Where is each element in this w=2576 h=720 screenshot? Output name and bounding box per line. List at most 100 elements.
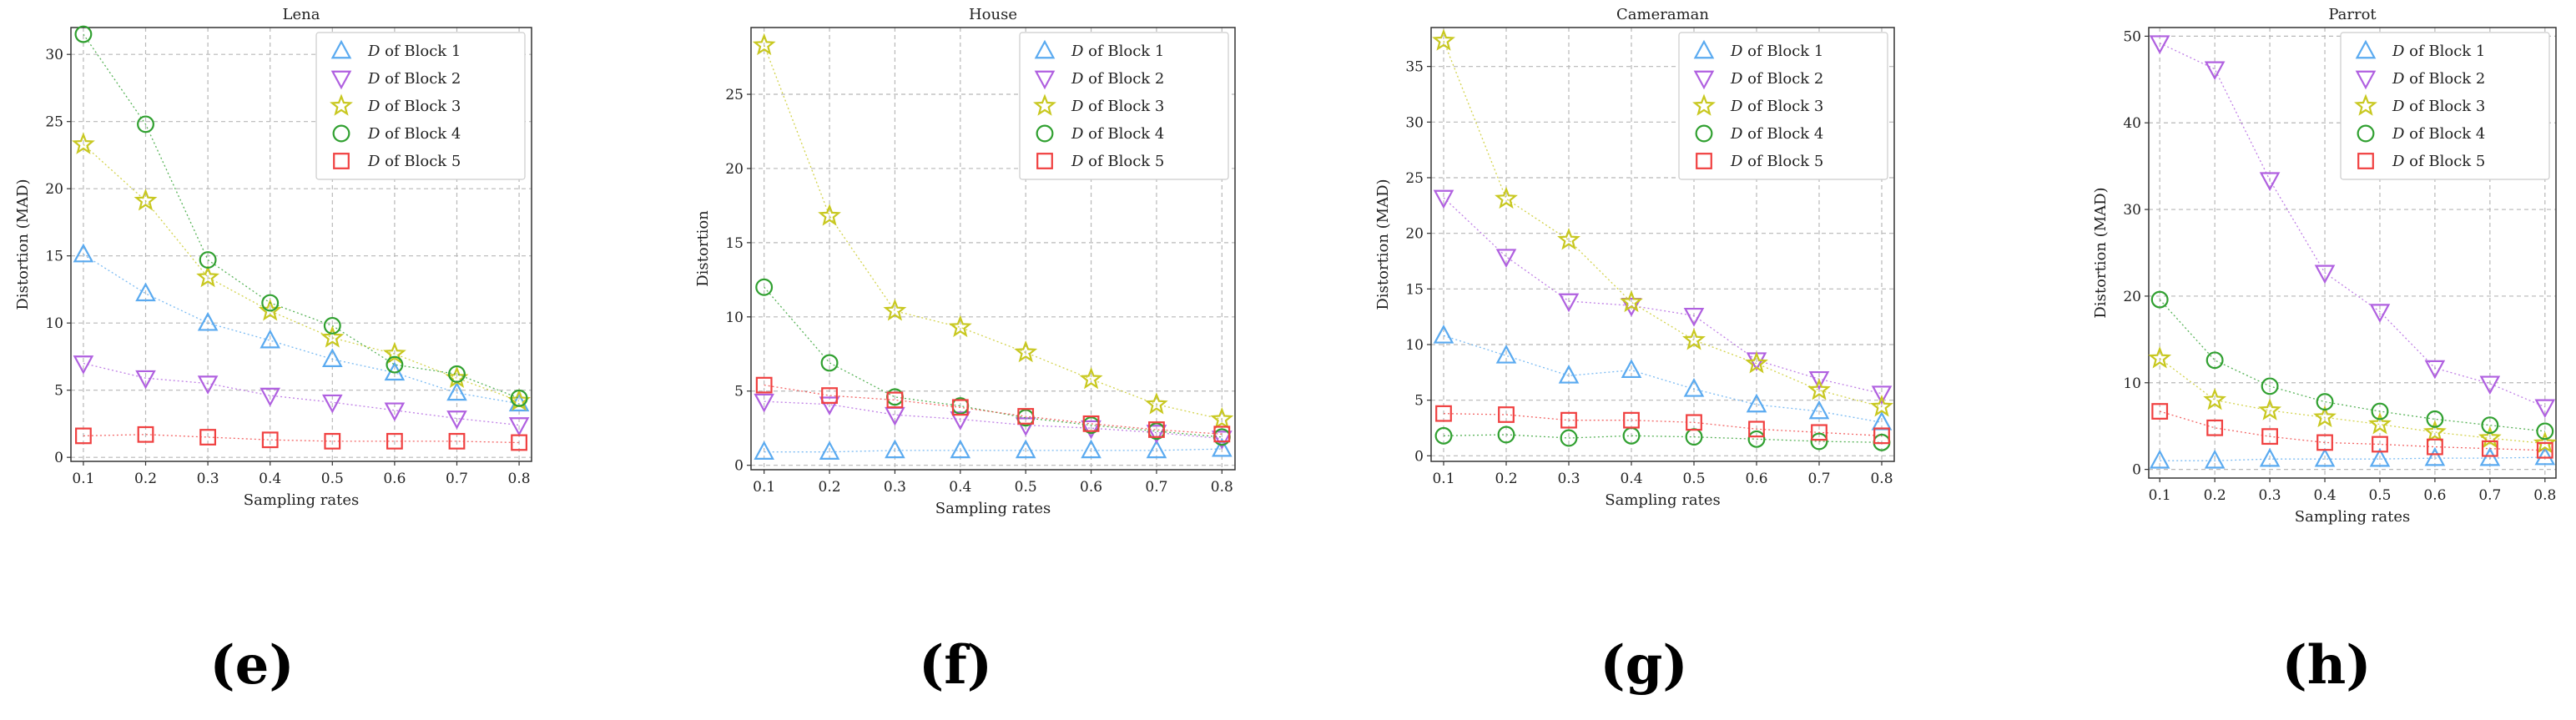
data-point-block-5 — [1811, 424, 1827, 441]
data-point-block-4 — [2536, 422, 2554, 441]
data-point-block-5 — [2427, 438, 2443, 456]
data-point-block-3 — [818, 204, 841, 226]
data-point-block-4 — [1747, 430, 1766, 448]
data-point-block-2 — [508, 417, 530, 436]
data-point-block-1 — [2534, 446, 2556, 466]
legend-marker-block-1 — [2355, 39, 2377, 59]
y-tick-label: 35 — [1405, 59, 1424, 76]
legend-entry-block-3: D of Block 3 — [367, 98, 461, 115]
data-point-block-5 — [137, 425, 154, 443]
data-point-block-3 — [1145, 392, 1168, 415]
y-tick-label: 30 — [1405, 114, 1424, 131]
x-tick-label: 0.2 — [134, 471, 157, 487]
series-line-block-4 — [2159, 299, 2545, 432]
x-tick-label: 0.7 — [1145, 479, 1167, 496]
legend-marker-block-1 — [330, 39, 352, 59]
data-point-block-5 — [1017, 408, 1035, 425]
data-point-block-3 — [1807, 378, 1831, 400]
x-axis-label: Sampling rates — [1605, 491, 1720, 509]
y-tick-label: 20 — [725, 161, 744, 178]
data-point-block-2 — [754, 393, 774, 413]
data-point-block-5 — [1560, 411, 1577, 429]
legend-entry-block-1: D of Block 1 — [1071, 43, 1164, 60]
x-tick-label: 0.5 — [321, 471, 344, 487]
data-point-block-5 — [1873, 427, 1890, 445]
x-tick-label: 0.2 — [2204, 487, 2226, 504]
data-point-block-3 — [1620, 290, 1643, 313]
y-tick-label: 5 — [734, 384, 744, 400]
legend-marker-block-4 — [332, 124, 350, 143]
data-point-block-3 — [382, 341, 406, 365]
chart-title: Parrot — [2328, 6, 2377, 23]
data-point-block-5 — [386, 432, 403, 450]
y-tick-label: 10 — [45, 315, 63, 332]
data-point-block-5 — [821, 387, 838, 404]
data-point-block-5 — [886, 391, 904, 409]
data-point-block-3 — [948, 315, 972, 338]
data-point-block-4 — [820, 354, 839, 372]
data-point-block-1 — [1621, 359, 1642, 379]
data-point-block-4 — [74, 25, 93, 43]
y-tick-label: 0 — [1414, 448, 1424, 465]
data-point-block-2 — [260, 387, 281, 407]
data-point-block-3 — [1870, 395, 1893, 417]
data-point-block-5 — [1623, 411, 1640, 429]
x-tick-label: 0.7 — [446, 471, 468, 487]
legend-entry-block-4: D of Block 4 — [367, 125, 461, 143]
legend-entry-block-5: D of Block 5 — [367, 153, 461, 170]
plot-frame — [750, 27, 1236, 471]
legend-marker-block-4 — [1036, 124, 1054, 143]
panel-label-f: (f) — [918, 634, 993, 697]
x-tick-label: 0.6 — [2423, 487, 2446, 504]
data-point-block-2 — [135, 370, 156, 390]
legend-marker-block-3 — [1033, 93, 1056, 116]
y-axis-label: Distortion (MAD) — [14, 179, 32, 310]
y-tick-label: 40 — [2123, 115, 2141, 132]
data-point-block-3 — [2313, 405, 2337, 428]
x-tick-label: 0.4 — [949, 479, 971, 496]
y-tick-label: 5 — [54, 383, 63, 400]
data-point-block-2 — [73, 355, 94, 375]
data-point-block-5 — [1435, 405, 1452, 422]
legend-box — [2340, 32, 2550, 180]
y-tick-label: 20 — [1405, 226, 1424, 243]
data-point-block-1 — [1495, 345, 1517, 364]
data-point-block-2 — [2149, 35, 2170, 54]
x-tick-label: 0.6 — [1745, 471, 1767, 487]
series-line-block-3 — [2159, 358, 2545, 445]
legend-marker-block-1 — [1034, 39, 1056, 59]
data-point-block-3 — [2203, 387, 2226, 410]
data-point-block-3 — [2368, 412, 2392, 435]
series-line-block-1 — [2160, 456, 2545, 461]
x-tick-label: 0.6 — [1080, 479, 1102, 496]
legend-entry-block-2: D of Block 2 — [1730, 70, 1823, 88]
x-tick-label: 0.1 — [2149, 487, 2171, 504]
data-point-block-1 — [260, 329, 281, 349]
data-point-block-3 — [1210, 406, 1234, 430]
series-line-block-1 — [1443, 335, 1883, 423]
series-line-block-1 — [83, 254, 520, 405]
legend-marker-block-5 — [333, 153, 350, 169]
legend-entry-block-4: D of Block 4 — [1730, 125, 1823, 143]
data-point-block-3 — [2258, 398, 2282, 420]
data-point-block-5 — [1148, 421, 1165, 438]
data-point-block-3 — [320, 325, 345, 348]
legend-marker-block-3 — [330, 93, 353, 116]
legend-entry-block-5: D of Block 5 — [1071, 153, 1164, 170]
data-point-block-4 — [755, 278, 774, 296]
data-point-block-4 — [1434, 426, 1453, 445]
y-tick-label: 15 — [45, 249, 63, 265]
data-point-block-1 — [2369, 447, 2391, 467]
series-line-block-5 — [764, 384, 1222, 435]
data-point-block-1 — [197, 311, 219, 331]
x-tick-label: 0.7 — [2478, 487, 2501, 504]
data-point-block-1 — [2204, 449, 2226, 469]
data-point-block-5 — [199, 429, 217, 446]
series-line-block-2 — [83, 362, 520, 426]
data-point-block-4 — [2316, 393, 2334, 411]
data-point-block-4 — [2261, 377, 2279, 395]
data-point-block-2 — [1433, 189, 1454, 209]
legend-marker-block-5 — [1036, 153, 1053, 169]
data-point-block-2 — [1495, 249, 1517, 268]
legend-entry-block-3: D of Block 3 — [2392, 98, 2485, 115]
